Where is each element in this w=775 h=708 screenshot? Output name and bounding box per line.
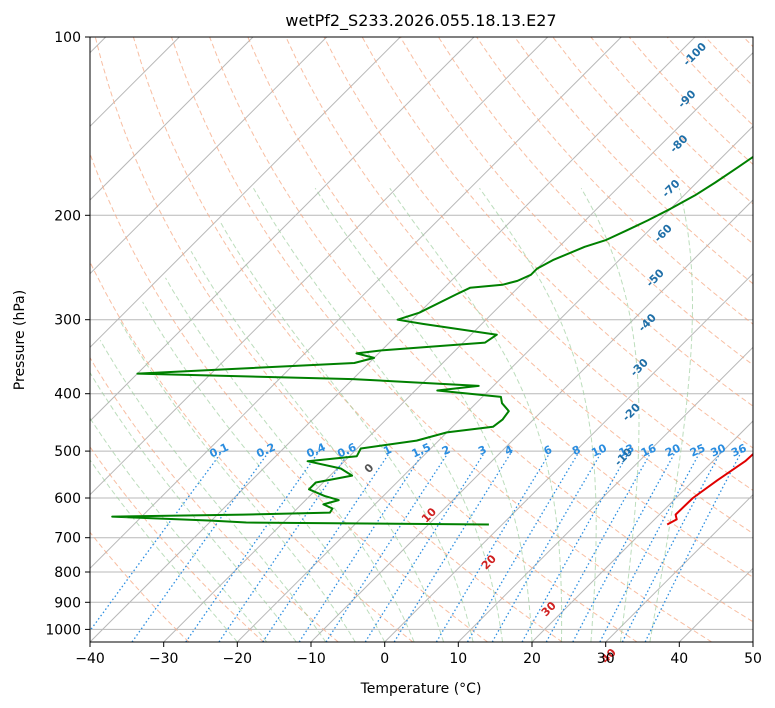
moist-adiabat-line	[479, 187, 597, 642]
dry-adiabat-line	[90, 152, 488, 642]
dry-adiabat-line	[90, 260, 414, 642]
mixing-ratio-label: 25	[688, 441, 707, 459]
mixing-ratio-lines	[90, 450, 743, 642]
isotherm-line	[90, 37, 622, 570]
x-axis-label: Temperature (°C)	[360, 681, 482, 697]
y-tick-label: 400	[54, 387, 81, 403]
y-tick-label: 300	[54, 313, 81, 329]
dewpoint-profile-line	[111, 155, 753, 526]
moist-adiabat-line	[649, 188, 693, 642]
x-tick-label: 0	[380, 651, 389, 667]
isotherm-line	[236, 125, 753, 642]
x-axis-ticks: −40 −30 −20 −10 0 10 20 30 40 50	[75, 642, 762, 667]
moist-adiabat-line	[118, 319, 356, 642]
y-tick-label: 800	[54, 565, 81, 581]
dry-adiabat-line	[209, 37, 753, 623]
x-tick-label: 50	[744, 651, 762, 667]
isotherm-line	[90, 37, 401, 349]
isotherm-line	[90, 37, 254, 201]
isotherm-line	[163, 51, 753, 642]
dry-adiabat-line	[285, 37, 753, 535]
mixing-ratio-label: 20	[663, 441, 683, 459]
y-tick-label: 500	[54, 444, 81, 460]
isotherm-line	[90, 37, 328, 275]
x-tick-label: −20	[223, 651, 253, 667]
moist-adiabat-line	[219, 221, 474, 642]
moist-adiabat-line	[314, 187, 533, 642]
mixing-ratio-label: 30	[709, 441, 729, 459]
mixing-ratio-line	[298, 450, 425, 642]
moist-adiabat-line	[389, 187, 563, 642]
mixing-ratio-label: 13	[617, 441, 636, 459]
isotherm-line	[90, 37, 475, 422]
x-tick-label: −30	[149, 651, 179, 667]
y-axis-label: Pressure (hPa)	[12, 290, 28, 390]
temperature-profile-line	[666, 451, 753, 526]
isotherm-line	[90, 37, 549, 496]
isotherm-line	[531, 420, 753, 642]
isotherm-line	[605, 493, 753, 642]
plot-frame	[89, 36, 754, 643]
y-axis-ticks: 100 200 300 400 500 600 700 800 900 1000	[45, 30, 90, 638]
moist-adiabat-line	[165, 277, 415, 642]
moist-adiabat-line	[190, 251, 445, 642]
plot-background	[90, 37, 753, 642]
x-tick-label: 40	[670, 651, 688, 667]
mixing-ratio-line	[644, 450, 743, 642]
dry-adiabat-line	[437, 37, 753, 366]
dry-adiabat-line	[247, 37, 753, 578]
y-tick-label: 1000	[45, 622, 81, 638]
mixing-ratio-line	[90, 450, 223, 632]
mixing-ratio-line	[545, 450, 653, 642]
isotherm-line	[384, 272, 753, 642]
x-tick-label: 20	[523, 651, 541, 667]
dry-adiabat-line	[90, 356, 339, 642]
dry-adiabat-line	[399, 37, 753, 407]
mixing-ratio-line	[521, 450, 631, 642]
moist-adiabat-line	[99, 340, 327, 642]
isotherm-line	[752, 641, 753, 642]
mixing-ratio-line	[131, 450, 270, 642]
moist-adiabat-line	[90, 459, 238, 642]
y-tick-label: 600	[54, 491, 81, 507]
dry-adiabat-line	[90, 446, 264, 642]
isotherm-line	[457, 346, 753, 642]
mixing-ratio-label: 36	[729, 441, 749, 459]
background-lines	[90, 37, 753, 642]
x-tick-label: 10	[449, 651, 467, 667]
y-tick-label: 700	[54, 531, 81, 547]
x-tick-label: −10	[296, 651, 326, 667]
x-tick-label: 30	[597, 651, 615, 667]
moist-adiabat-line	[253, 187, 503, 642]
mixing-ratio-line	[185, 450, 320, 642]
mixing-ratio-line	[325, 450, 450, 642]
isotherm-line	[90, 37, 696, 642]
mixing-ratio-line	[572, 450, 677, 642]
x-tick-label: −40	[75, 651, 105, 667]
profile-lines	[111, 155, 753, 526]
dry-adiabat-line	[90, 531, 190, 642]
y-tick-label: 900	[54, 595, 81, 611]
y-tick-label: 100	[54, 30, 81, 46]
y-tick-label: 200	[54, 208, 81, 224]
dry-adiabat-line	[171, 37, 712, 642]
dry-adiabat-line	[514, 37, 753, 285]
mixing-ratio-line	[218, 450, 351, 642]
moist-adiabat-line	[580, 187, 640, 642]
moist-adiabat-line	[90, 371, 297, 642]
dry-adiabat-line	[132, 37, 638, 642]
chart-title: wetPf2_S233.2026.055.18.13.E27	[285, 11, 556, 31]
mixing-ratio-label: 10	[589, 441, 609, 459]
moist-adiabat-line	[90, 417, 268, 642]
dry-adiabat-line	[323, 37, 753, 491]
dry-adiabat-line	[361, 37, 753, 449]
dry-adiabat-line	[94, 37, 563, 642]
mixing-ratio-line	[393, 450, 513, 642]
mixing-ratio-line	[262, 450, 392, 642]
mixing-ratio-label: 16	[639, 441, 659, 459]
